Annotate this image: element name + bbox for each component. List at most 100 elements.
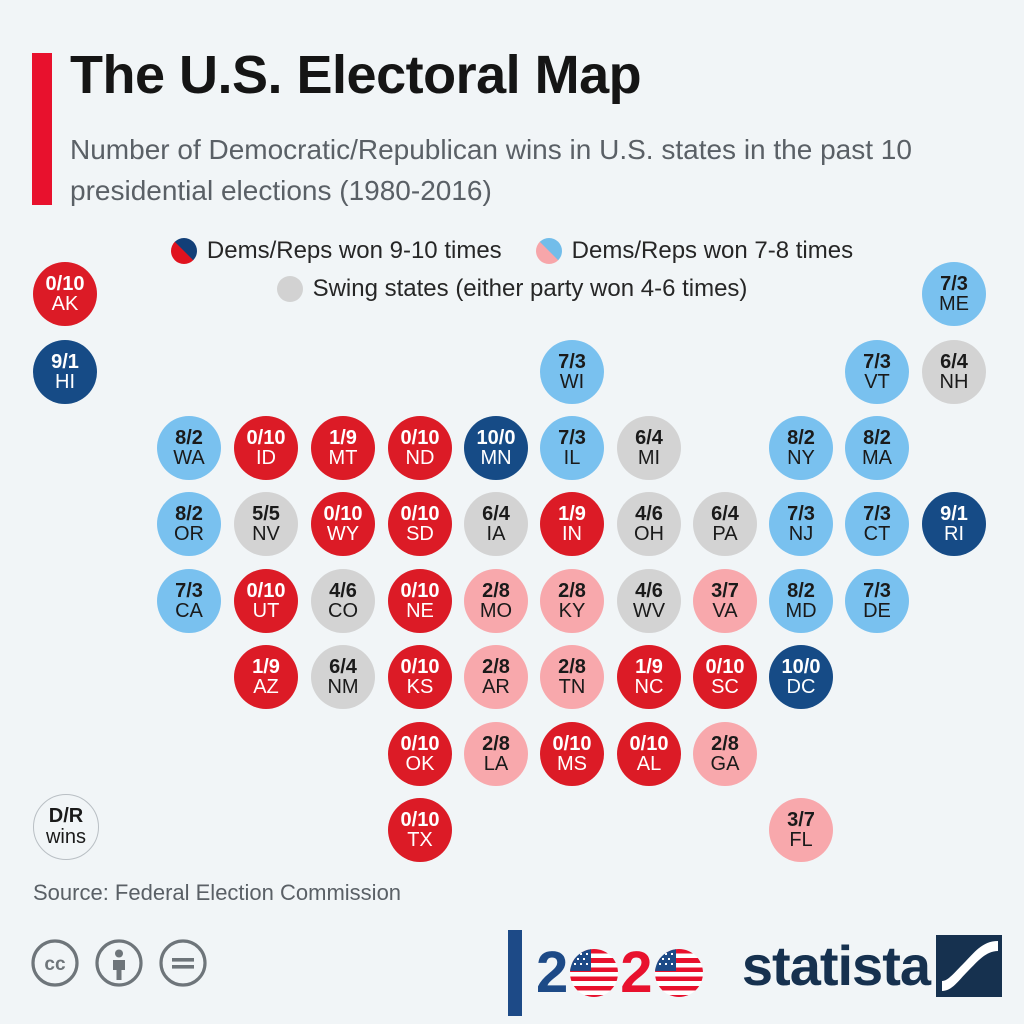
state-circle-tn[interactable]: 2/8 TN <box>540 645 604 709</box>
state-abbr: SD <box>406 523 434 545</box>
state-wins: 8/2 <box>787 426 815 449</box>
state-abbr: ID <box>256 447 276 469</box>
state-circle-fl[interactable]: 3/7 FL <box>769 798 833 862</box>
state-circle-az[interactable]: 1/9 AZ <box>234 645 298 709</box>
state-abbr: NY <box>787 447 815 469</box>
legend: Dems/Reps won 9-10 times Dems/Reps won 7… <box>0 232 1024 308</box>
key-circle-num: D/R <box>48 805 84 827</box>
state-circle-sc[interactable]: 0/10 SC <box>693 645 757 709</box>
state-circle-nm[interactable]: 6/4 NM <box>311 645 375 709</box>
state-circle-ct[interactable]: 7/3 CT <box>845 492 909 556</box>
state-circle-mt[interactable]: 1/9 MT <box>311 416 375 480</box>
state-wins: 0/10 <box>246 426 286 449</box>
state-circle-de[interactable]: 7/3 DE <box>845 569 909 633</box>
no-derivatives-equals-icon[interactable] <box>158 938 208 988</box>
state-circle-ia[interactable]: 6/4 IA <box>464 492 528 556</box>
state-circle-tx[interactable]: 0/10 TX <box>388 798 452 862</box>
state-circle-ks[interactable]: 0/10 KS <box>388 645 452 709</box>
state-circle-md[interactable]: 8/2 MD <box>769 569 833 633</box>
state-circle-wa[interactable]: 8/2 WA <box>157 416 221 480</box>
state-circle-co[interactable]: 4/6 CO <box>311 569 375 633</box>
state-circle-ca[interactable]: 7/3 CA <box>157 569 221 633</box>
state-abbr: AR <box>482 676 510 698</box>
state-circle-wv[interactable]: 4/6 WV <box>617 569 681 633</box>
creative-commons-icon[interactable]: cc <box>30 938 80 988</box>
state-circle-oh[interactable]: 4/6 OH <box>617 492 681 556</box>
split-circle-light-blue-pink-icon <box>535 238 562 264</box>
state-circle-nj[interactable]: 7/3 NJ <box>769 492 833 556</box>
state-circle-sd[interactable]: 0/10 SD <box>388 492 452 556</box>
state-abbr: OK <box>405 753 435 775</box>
legend-row-bottom: Swing states (either party won 4-6 times… <box>0 270 1024 308</box>
state-circle-or[interactable]: 8/2 OR <box>157 492 221 556</box>
state-circle-id[interactable]: 0/10 ID <box>234 416 298 480</box>
state-abbr: MT <box>328 447 358 469</box>
state-circle-in[interactable]: 1/9 IN <box>540 492 604 556</box>
statista-wordmark: statista <box>741 934 931 997</box>
state-wins: 0/10 <box>323 502 363 525</box>
legend-item-strong: Dems/Reps won 9-10 times <box>170 237 502 265</box>
state-circle-mi[interactable]: 6/4 MI <box>617 416 681 480</box>
page-subtitle: Number of Democratic/Republican wins in … <box>70 134 912 206</box>
state-circle-ma[interactable]: 8/2 MA <box>845 416 909 480</box>
state-abbr: SC <box>711 676 739 698</box>
logo-digit-2-red: 2 <box>620 940 653 1005</box>
logo-accent-bar <box>508 930 522 1016</box>
state-circle-nh[interactable]: 6/4 NH <box>922 340 986 404</box>
state-circle-nd[interactable]: 0/10 ND <box>388 416 452 480</box>
state-wins: 8/2 <box>175 426 203 449</box>
state-wins: 1/9 <box>252 655 280 678</box>
state-abbr: AK <box>51 293 79 315</box>
state-circle-hi[interactable]: 9/1 HI <box>33 340 97 404</box>
state-circle-ky[interactable]: 2/8 KY <box>540 569 604 633</box>
state-wins: 0/10 <box>400 502 440 525</box>
state-wins: 0/10 <box>552 732 592 755</box>
state-abbr: OR <box>174 523 204 545</box>
statista-logo[interactable]: statista <box>742 935 1002 997</box>
state-abbr: TN <box>558 676 586 698</box>
state-abbr: RI <box>944 523 964 545</box>
state-circle-mo[interactable]: 2/8 MO <box>464 569 528 633</box>
state-abbr: WV <box>632 600 666 622</box>
state-wins: 7/3 <box>863 579 891 602</box>
state-abbr: DC <box>786 676 816 698</box>
legend-item-lean: Dems/Reps won 7-8 times <box>535 237 853 265</box>
state-abbr: NM <box>327 676 359 698</box>
state-wins: 0/10 <box>45 272 85 295</box>
state-abbr: IN <box>562 523 582 545</box>
attribution-person-icon[interactable] <box>94 938 144 988</box>
state-circle-mn[interactable]: 10/0 MN <box>464 416 528 480</box>
us-flag-circle-icon-1 <box>570 949 619 997</box>
state-circle-vt[interactable]: 7/3 VT <box>845 340 909 404</box>
state-circle-dc[interactable]: 10/0 DC <box>769 645 833 709</box>
state-circle-ut[interactable]: 0/10 UT <box>234 569 298 633</box>
state-circle-nv[interactable]: 5/5 NV <box>234 492 298 556</box>
state-abbr: WY <box>326 523 360 545</box>
state-circle-il[interactable]: 7/3 IL <box>540 416 604 480</box>
state-circle-ne[interactable]: 0/10 NE <box>388 569 452 633</box>
state-abbr: LA <box>483 753 509 775</box>
state-circle-wi[interactable]: 7/3 WI <box>540 340 604 404</box>
state-circle-ny[interactable]: 8/2 NY <box>769 416 833 480</box>
state-circle-pa[interactable]: 6/4 PA <box>693 492 757 556</box>
state-circle-la[interactable]: 2/8 LA <box>464 722 528 786</box>
state-wins: 1/9 <box>558 502 586 525</box>
state-abbr: MI <box>637 447 661 469</box>
state-wins: 0/10 <box>400 808 440 831</box>
state-circle-me[interactable]: 7/3 ME <box>922 262 986 326</box>
state-abbr: MD <box>785 600 817 622</box>
state-circle-ok[interactable]: 0/10 OK <box>388 722 452 786</box>
state-circle-ms[interactable]: 0/10 MS <box>540 722 604 786</box>
state-circle-al[interactable]: 0/10 AL <box>617 722 681 786</box>
logo-digit-2-blue: 2 <box>536 940 569 1005</box>
state-circle-ak[interactable]: 0/10 AK <box>33 262 97 326</box>
state-circle-ga[interactable]: 2/8 GA <box>693 722 757 786</box>
state-circle-ri[interactable]: 9/1 RI <box>922 492 986 556</box>
state-circle-nc[interactable]: 1/9 NC <box>617 645 681 709</box>
state-circle-wy[interactable]: 0/10 WY <box>311 492 375 556</box>
state-circle-ar[interactable]: 2/8 AR <box>464 645 528 709</box>
state-wins: 7/3 <box>558 426 586 449</box>
state-circle-va[interactable]: 3/7 VA <box>693 569 757 633</box>
